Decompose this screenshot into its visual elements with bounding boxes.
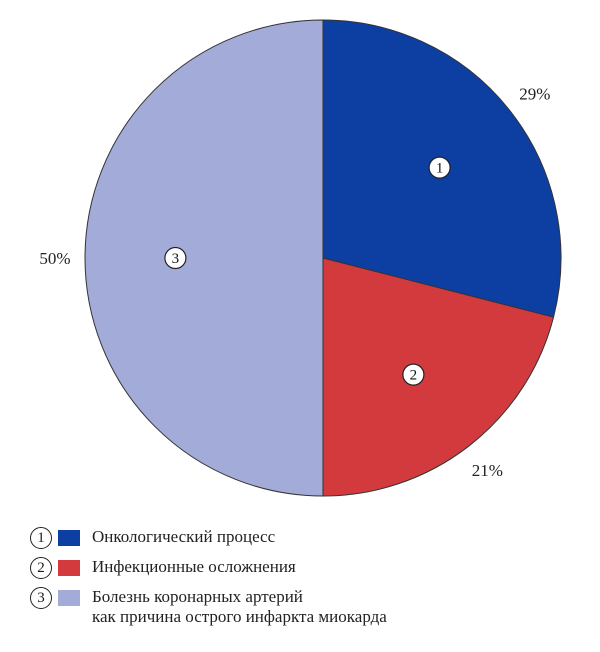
pie-slice-coronary [84,19,324,497]
legend-label-line: Инфекционные осложнения [92,557,296,576]
slice-markers: 1 2 3 [164,156,451,386]
percent-labels: 29% 21% 50% [39,85,550,480]
legend-swatch-infection [58,560,80,576]
legend-label-line: Болезнь коронарных артерий [92,587,303,606]
legend-number-1: 1 [30,527,52,549]
legend-label-line: Онкологический процесс [92,527,276,546]
legend-item-oncology: 1 Онкологический процесс [30,527,590,549]
legend-label-infection: Инфекционные осложнения [92,557,296,577]
legend-label-oncology: Онкологический процесс [92,527,275,547]
legend-item-infection: 2 Инфекционные осложнения [30,557,590,579]
percent-label-oncology: 29% [519,85,550,104]
percent-label-infection: 21% [472,461,503,480]
slice-marker-3: 3 [164,246,187,270]
percent-label-coronary: 50% [39,249,70,268]
legend-item-coronary: 3 Болезнь коронарных артерий как причина… [30,587,590,627]
legend-swatch-oncology [58,530,80,546]
pie-slice-infection [322,257,555,497]
legend-number-3: 3 [30,587,52,609]
pie-slices [84,19,562,497]
slice-marker-number: 2 [410,368,418,384]
legend-number-2: 2 [30,557,52,579]
legend-swatch-coronary [58,590,80,606]
slice-marker-number: 3 [172,251,180,267]
legend-label-line: как причина острого инфаркта миокарда [92,607,387,626]
legend: 1 Онкологический процесс 2 Инфекционные … [30,527,590,635]
pie-chart: 1 2 3 29% 21% 50% [39,19,562,497]
slice-marker-2: 2 [402,363,425,386]
slice-marker-number: 1 [436,161,444,177]
slice-marker-1: 1 [428,156,451,179]
legend-label-coronary: Болезнь коронарных артерий как причина о… [92,587,387,627]
